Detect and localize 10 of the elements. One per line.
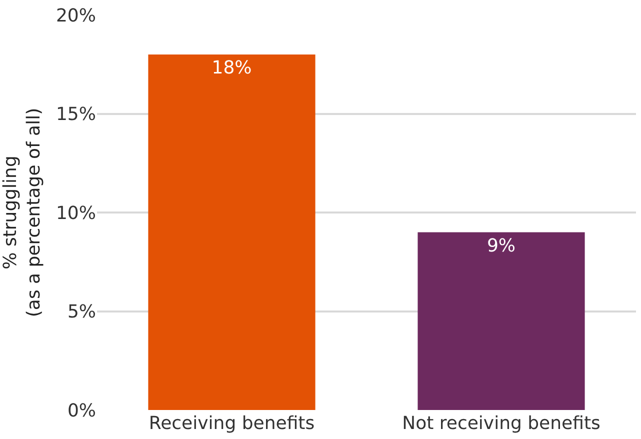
x-tick-label: Not receiving benefits [402, 413, 600, 434]
y-tick-label: 10% [56, 202, 96, 224]
y-axis-title: % struggling (as a percentage of all) [0, 108, 44, 318]
data-label: 9% [486, 235, 516, 256]
y-tick-label: 20% [56, 5, 96, 26]
y-tick-label: 5% [67, 302, 96, 323]
y-tick-label: 15% [56, 104, 96, 126]
x-tick-label: Receiving benefits [148, 413, 315, 434]
data-label: 18% [212, 58, 252, 78]
y-tick-label: 0% [67, 400, 96, 422]
